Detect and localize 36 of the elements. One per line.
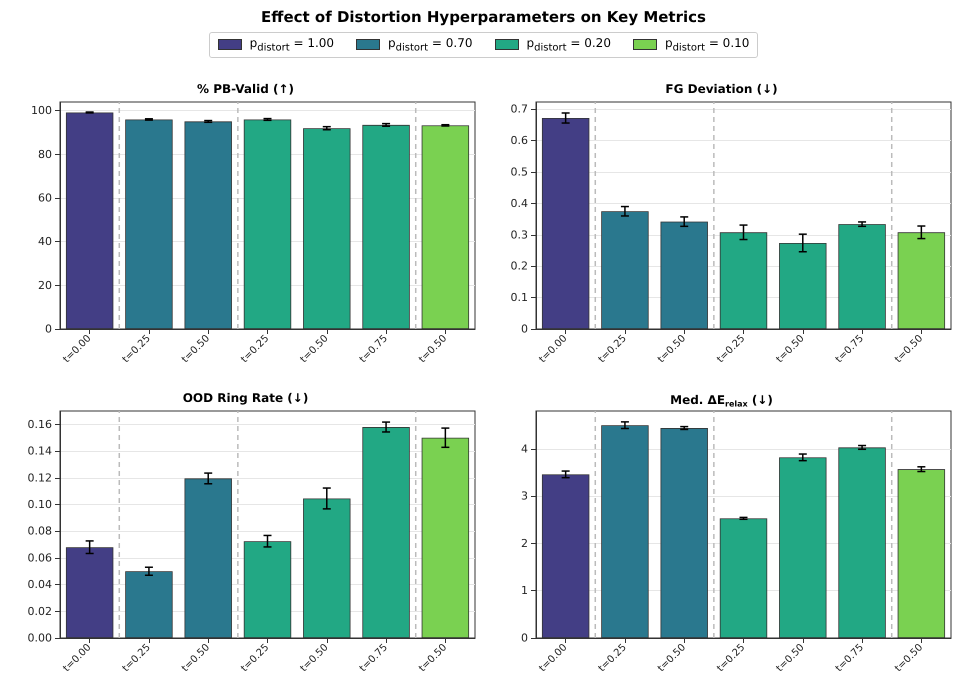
y-tick-label: 100 [31,104,52,118]
y-tick-label: 0.2 [510,260,528,273]
legend-label: p$_{distort}$ = 0.20 [526,36,611,54]
y-tick-label: 40 [38,235,52,248]
y-tick-label: 0.5 [510,166,528,179]
y-tick-label: 2 [521,536,528,550]
y-tick-label: 1 [521,584,528,598]
y-tick-label: 0.02 [28,604,52,618]
y-tick-label: 60 [38,192,52,205]
y-tick-label: 0.16 [28,418,52,431]
y-tick-label: 0.10 [28,498,52,511]
y-tick-label: 20 [38,278,52,292]
y-tick-label: 0.1 [510,291,528,304]
y-tick-label: 0.04 [28,578,52,592]
chart-title: OOD Ring Rate (↓) [182,391,308,405]
y-tick-label: 0 [45,322,52,336]
y-tick-label: 0.12 [28,471,52,484]
chart-title: % PB-Valid (↑) [197,82,294,96]
y-tick-label: 0.14 [28,444,52,458]
y-tick-label: 0 [521,632,528,644]
y-tick-label: 0.08 [28,524,52,538]
y-tick-label: 0.6 [510,134,528,148]
y-tick-label: 0.00 [28,632,52,644]
y-tick-label: 3 [521,490,528,503]
legend-label: p$_{distort}$ = 1.00 [250,36,334,54]
y-tick-label: 0.3 [510,228,528,242]
chart-title: FG Deviation (↓) [665,82,778,96]
legend-label: p$_{distort}$ = 0.10 [664,36,750,54]
y-tick-label: 4 [521,442,528,456]
y-tick-label: 0.4 [510,196,528,210]
text: Effect of Distortion Hyperparameters on Key Metrics [260,8,707,26]
y-tick-label: 0 [521,322,528,336]
legend-label: p$_{distort}$ = 0.70 [388,36,472,54]
y-tick-label: 0.06 [28,551,52,564]
y-tick-label: 80 [38,148,52,161]
y-tick-label: 0.7 [510,102,528,116]
